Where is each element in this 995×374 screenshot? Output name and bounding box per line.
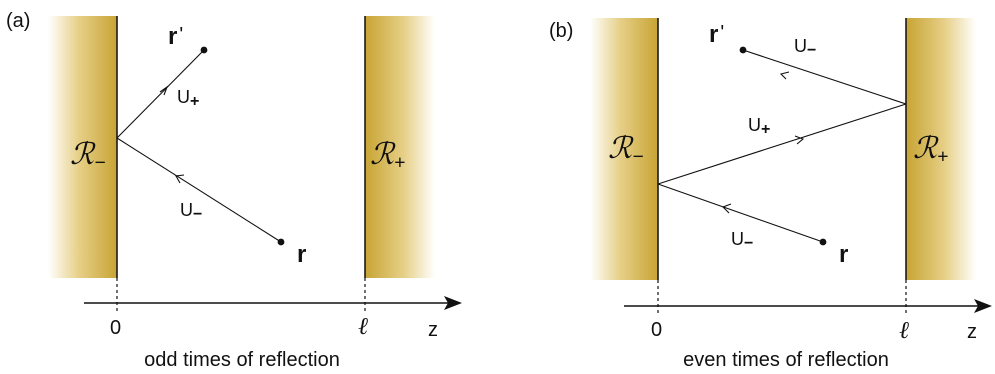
panel-a: (a) ℛ− ℛ+ r ' r U+ U− 0 ℓ z odd times of …: [6, 10, 462, 371]
panel-a-mirror-left-symbol: ℛ−: [70, 138, 106, 174]
panel-b-point-r-prime: [739, 46, 747, 54]
panel-a-mirror-right: [365, 16, 435, 278]
panel-a-point-r: [277, 238, 285, 246]
panel-a-ray-up: [116, 49, 205, 139]
panel-a-tick-zero: 0: [110, 317, 121, 339]
panel-a-arrow-down: [175, 174, 185, 184]
panel-b-u-minus-bottom-label: U−: [731, 229, 753, 252]
panel-b-tick-zero: 0: [651, 319, 662, 341]
panel-b-arrow-bottom: [722, 203, 732, 214]
panel-b-r-prime-label: r ': [709, 21, 724, 48]
panel-b-ray-top: [742, 49, 907, 105]
panel-b-z-axis-arrow: [974, 299, 992, 313]
panel-a-arrow-up: [159, 85, 169, 96]
panel-a-u-minus-label: U−: [180, 200, 202, 223]
panel-a-tick-ell: ℓ: [358, 314, 368, 340]
panel-b-r-label: r: [839, 241, 848, 268]
panel-a-z-axis-arrow: [444, 296, 462, 310]
panel-b-arrow-middle: [794, 135, 805, 145]
panel-b-ray-bottom: [657, 183, 824, 243]
panel-a-ray-down: [116, 137, 282, 243]
panel-a-u-plus-label: U+: [177, 87, 199, 110]
panel-b-mirror-right-symbol: ℛ+: [913, 132, 948, 168]
panel-a-r-label: r: [297, 241, 306, 268]
panel-b-point-r: [819, 238, 827, 246]
panel-a-mirror-left: [48, 16, 117, 278]
panel-a-mirror-right-symbol: ℛ+: [370, 138, 405, 174]
panel-a-point-r-prime: [200, 46, 208, 54]
panel-b-arrow-top: [779, 71, 790, 80]
panel-b-label: (b): [549, 20, 573, 42]
panel-b-mirror-left-symbol: ℛ−: [608, 132, 644, 168]
panel-b-ray-middle: [657, 103, 907, 185]
panel-b-caption: even times of reflection: [683, 349, 889, 371]
panel-b-axis-z-label: z: [967, 321, 977, 343]
panel-a-r-prime-label: r ': [168, 23, 183, 50]
panel-b-tick-ell: ℓ: [899, 318, 909, 344]
panel-a-label: (a): [6, 10, 30, 32]
panel-b-u-minus-top-label: U−: [794, 36, 816, 59]
panel-b: (b) ℛ− ℛ+ r ' r U− U+ U− 0 ℓ z even times…: [549, 18, 992, 371]
panel-b-mirror-right: [906, 18, 976, 280]
panel-b-mirror-left: [590, 18, 658, 280]
panel-b-u-plus-label: U+: [748, 115, 770, 138]
panel-a-caption: odd times of reflection: [144, 349, 340, 371]
panel-a-axis-z-label: z: [428, 319, 438, 341]
